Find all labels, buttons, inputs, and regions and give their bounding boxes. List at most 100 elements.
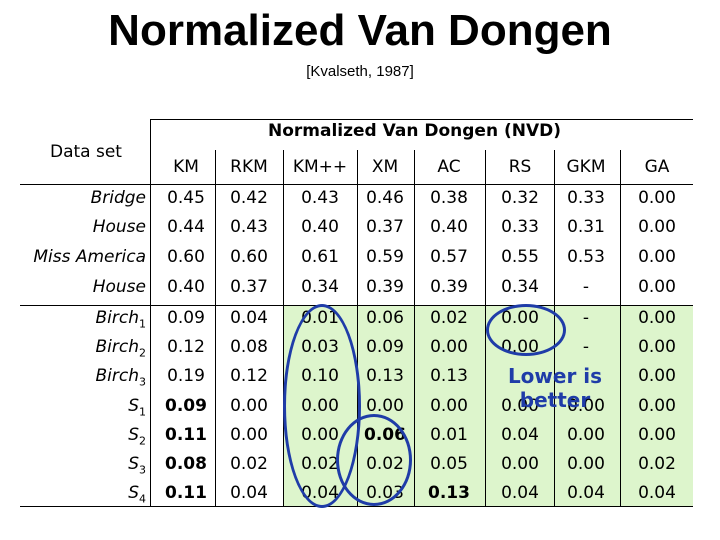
table-cell: 0.39 [430,277,468,297]
column-header-km-plus-plus: KM++ [292,157,348,177]
label-column-border [150,119,151,507]
table-cell: 0.00 [638,217,676,237]
annotation-note: Lower is better [488,364,622,412]
table-cell: 0.00 [638,188,676,208]
table-cell: 0.19 [167,366,205,386]
column-divider [414,150,415,507]
table-cell: 0.00 [430,337,468,357]
table-bottom-line [20,506,693,507]
table-cell: 0.11 [165,483,207,503]
header-top-line [150,119,693,120]
table-cell: 0.00 [638,277,676,297]
highlight-ac [415,306,485,506]
highlight-circle-km-plus-plus [283,304,361,508]
row-label: Birch2 [95,337,147,360]
table-cell: 0.43 [230,217,268,237]
row-label: House [92,277,146,297]
column-divider [215,150,216,507]
column-header-rkm: RKM [230,157,268,177]
column-header-gkm: GKM [566,157,606,177]
table-cell: 0.09 [167,308,205,328]
table-cell: 0.12 [230,366,268,386]
group-header: Normalized Van Dongen (NVD) [268,121,562,141]
column-header-rs: RS [508,157,532,177]
column-divider [485,150,486,507]
table-cell: 0.37 [230,277,268,297]
table-cell: 0.02 [430,308,468,328]
column-header-ac: AC [437,157,461,177]
annotation-line-2: better [519,388,591,412]
table-cell: 0.53 [567,247,605,267]
column-header-km: KM [173,157,199,177]
table-cell: 0.00 [430,396,468,416]
table-cell: 0.13 [428,483,470,503]
table-cell: 0.04 [501,483,539,503]
table-cell: 0.40 [167,277,205,297]
highlight-gka [555,306,620,506]
dataset-header: Data set [50,142,122,162]
table-cell: 0.06 [366,308,404,328]
table-cell: 0.00 [638,337,676,357]
table-cell: 0.13 [430,366,468,386]
table-cell: 0.32 [501,188,539,208]
table-cell: 0.04 [501,425,539,445]
table-cell: 0.00 [567,454,605,474]
table-cell: - [582,308,590,328]
table-cell: 0.09 [165,396,207,416]
table-cell: 0.00 [567,425,605,445]
table-cell: 0.39 [366,277,404,297]
column-divider [283,150,284,507]
table-cell: 0.42 [230,188,268,208]
table-cell: 0.04 [638,483,676,503]
table-cell: 0.02 [230,454,268,474]
table-cell: 0.00 [230,425,268,445]
table-cell: 0.00 [638,425,676,445]
citation: [Kvalseth, 1987] [306,63,414,80]
table-cell: 0.43 [301,188,339,208]
page-title: Normalized Van Dongen [108,6,612,55]
table-cell: 0.60 [167,247,205,267]
table-cell: 0.08 [165,454,207,474]
row-label: S1 [128,396,146,419]
table-cell: 0.33 [501,217,539,237]
table-cell: 0.00 [638,396,676,416]
table-cell: 0.11 [165,425,207,445]
annotation-line-1: Lower is [507,364,603,388]
table-cell: 0.00 [501,396,539,416]
highlight-circle-rs [486,304,566,356]
row-label: Bridge [90,188,146,208]
highlight-circle-xm [336,414,412,506]
group-separator [20,305,693,306]
table-cell: 0.34 [501,277,539,297]
table-cell: 0.04 [567,483,605,503]
table-cell: 0.33 [567,188,605,208]
table-cell: - [582,277,590,297]
table-cell: 0.04 [230,483,268,503]
row-label: Birch1 [95,308,147,331]
table-cell: 0.34 [301,277,339,297]
table-cell: 0.45 [167,188,205,208]
table-cell: 0.55 [501,247,539,267]
row-label: Miss America [33,247,146,267]
table-cell: 0.37 [366,217,404,237]
table-cell: 0.57 [430,247,468,267]
row-label: Birch3 [95,366,147,389]
table-cell: 0.08 [230,337,268,357]
table-cell: 0.00 [638,308,676,328]
column-header-xm: XM [371,157,399,177]
table-cell: 0.00 [230,396,268,416]
table-cell: 0.61 [301,247,339,267]
header-separator [20,184,693,185]
table-cell: 0.00 [501,454,539,474]
table-cell: 0.00 [638,366,676,386]
table-cell: 0.38 [430,188,468,208]
table-cell: 0.09 [366,337,404,357]
table-cell: 0.40 [301,217,339,237]
table-cell: 0.02 [638,454,676,474]
table-cell: 0.31 [567,217,605,237]
table-cell: 0.13 [366,366,404,386]
table-cell: 0.00 [638,247,676,267]
highlight-ga [621,306,693,506]
row-label: House [92,217,146,237]
column-header-ga: GA [644,157,670,177]
